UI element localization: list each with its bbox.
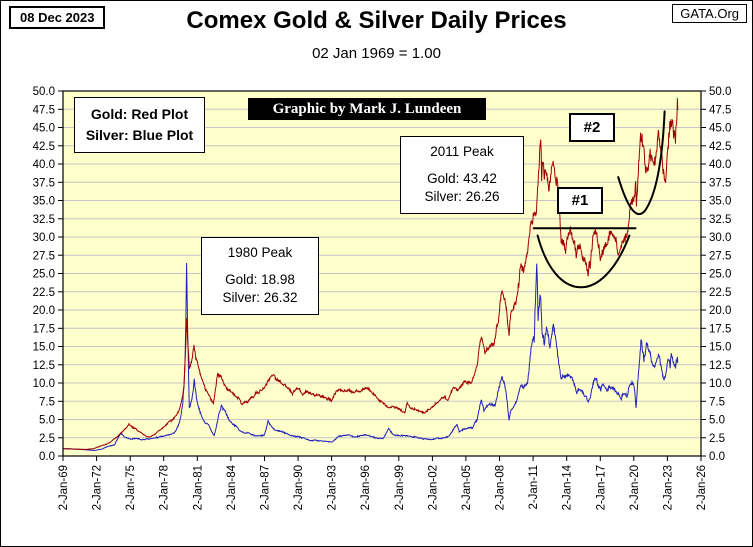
annotation-1980-gold: Gold: 18.98: [225, 272, 295, 288]
svg-text:15.0: 15.0: [33, 342, 55, 354]
svg-text:2-Jan-26: 2-Jan-26: [696, 465, 708, 510]
annotation-1980-peak: 1980 Peak Gold: 18.98 Silver: 26.32: [201, 237, 319, 315]
svg-text:2-Jan-05: 2-Jan-05: [461, 465, 473, 510]
page-subtitle: 02 Jan 1969 = 1.00: [312, 45, 441, 62]
svg-text:40.0: 40.0: [709, 159, 731, 171]
annotation-stage-1-label: #1: [557, 187, 603, 214]
svg-text:2-Jan-23: 2-Jan-23: [662, 465, 674, 510]
svg-text:50.0: 50.0: [33, 86, 55, 98]
annotation-stage-2-label: #2: [569, 113, 615, 142]
gridlines: [63, 108, 701, 439]
svg-text:25.0: 25.0: [709, 269, 731, 281]
svg-text:47.5: 47.5: [33, 104, 55, 116]
svg-text:2-Jan-69: 2-Jan-69: [58, 465, 70, 510]
svg-text:2-Jan-78: 2-Jan-78: [159, 465, 171, 510]
svg-text:5.0: 5.0: [709, 415, 725, 427]
series-gold: [63, 98, 679, 451]
svg-text:2.5: 2.5: [709, 433, 725, 445]
svg-text:30.0: 30.0: [33, 232, 55, 244]
svg-text:2-Jan-81: 2-Jan-81: [192, 465, 204, 510]
axis-ticks: [58, 90, 706, 461]
svg-text:37.5: 37.5: [709, 177, 731, 189]
annotation-1980-title: 1980 Peak: [227, 245, 293, 260]
svg-text:2-Jan-75: 2-Jan-75: [125, 465, 137, 510]
credit-banner: Graphic by Mark J. Lundeen: [248, 98, 486, 120]
annotation-2011-title: 2011 Peak: [430, 144, 494, 159]
svg-text:7.5: 7.5: [709, 396, 725, 408]
svg-text:50.0: 50.0: [709, 86, 731, 98]
svg-text:2-Jan-96: 2-Jan-96: [360, 465, 372, 510]
svg-text:22.5: 22.5: [33, 287, 55, 299]
svg-text:20.0: 20.0: [709, 305, 731, 317]
annotation-shape-cup-2: [617, 110, 666, 216]
svg-text:12.5: 12.5: [709, 360, 731, 372]
annotation-2011-gold: Gold: 43.42: [427, 171, 497, 187]
svg-text:35.0: 35.0: [709, 196, 731, 208]
svg-text:35.0: 35.0: [33, 196, 55, 208]
svg-text:10.0: 10.0: [33, 378, 55, 390]
legend: Gold: Red Plot Silver: Blue Plot: [74, 97, 205, 153]
annotation-shapes: [532, 110, 666, 289]
svg-text:20.0: 20.0: [33, 305, 55, 317]
svg-text:42.5: 42.5: [709, 141, 731, 153]
svg-text:2-Jan-90: 2-Jan-90: [293, 465, 305, 510]
svg-text:10.0: 10.0: [709, 378, 731, 390]
svg-text:47.5: 47.5: [709, 104, 731, 116]
svg-text:27.5: 27.5: [709, 250, 731, 262]
svg-text:2.5: 2.5: [39, 433, 55, 445]
svg-text:2-Jan-84: 2-Jan-84: [226, 464, 238, 510]
svg-text:2-Jan-20: 2-Jan-20: [629, 465, 641, 510]
y-axis-labels: 0.0 0.0 2.5 2.5 5.0 5.0 7.5 7.5 10.0 10.0 12.5 12.5…: [33, 86, 732, 463]
svg-text:45.0: 45.0: [709, 123, 731, 135]
svg-text:2-Jan-11: 2-Jan-11: [528, 465, 540, 510]
svg-text:42.5: 42.5: [33, 141, 55, 153]
svg-text:0.0: 0.0: [39, 451, 55, 463]
svg-text:17.5: 17.5: [709, 323, 731, 335]
legend-silver-label: Silver: Blue Plot: [85, 127, 194, 143]
svg-text:2-Jan-17: 2-Jan-17: [595, 465, 607, 510]
svg-text:25.0: 25.0: [33, 269, 55, 281]
svg-text:2-Jan-02: 2-Jan-02: [427, 465, 439, 510]
annotation-shape-cup-1: [536, 234, 631, 289]
svg-text:12.5: 12.5: [33, 360, 55, 372]
svg-text:2-Jan-14: 2-Jan-14: [562, 464, 574, 510]
annotation-1980-silver: Silver: 26.32: [222, 290, 298, 306]
svg-text:7.5: 7.5: [39, 396, 55, 408]
svg-text:15.0: 15.0: [709, 342, 731, 354]
svg-text:22.5: 22.5: [709, 287, 731, 299]
x-axis-labels: 2-Jan-69 2-Jan-72 2-Jan-75 2-Jan-78 2-Jan-81…: [58, 464, 708, 510]
svg-text:40.0: 40.0: [33, 159, 55, 171]
annotation-2011-peak: 2011 Peak Gold: 43.42 Silver: 26.26: [400, 136, 524, 214]
svg-text:32.5: 32.5: [709, 214, 731, 226]
svg-text:5.0: 5.0: [39, 415, 55, 427]
svg-text:37.5: 37.5: [33, 177, 55, 189]
svg-text:30.0: 30.0: [709, 232, 731, 244]
date-badge: 08 Dec 2023: [9, 6, 106, 29]
svg-text:2-Jan-93: 2-Jan-93: [327, 465, 339, 510]
svg-text:2-Jan-08: 2-Jan-08: [495, 465, 507, 510]
svg-text:17.5: 17.5: [33, 323, 55, 335]
series-silver: [63, 262, 679, 451]
svg-text:0.0: 0.0: [709, 451, 725, 463]
page-title: Comex Gold & Silver Daily Prices: [186, 7, 567, 34]
svg-text:2-Jan-87: 2-Jan-87: [260, 465, 272, 510]
svg-text:27.5: 27.5: [33, 250, 55, 262]
svg-text:2-Jan-99: 2-Jan-99: [394, 465, 406, 510]
annotation-2011-silver: Silver: 26.26: [424, 189, 500, 205]
org-badge: GATA.Org: [672, 4, 747, 23]
svg-text:2-Jan-72: 2-Jan-72: [92, 465, 104, 510]
svg-text:45.0: 45.0: [33, 123, 55, 135]
legend-gold-label: Gold: Red Plot: [90, 106, 189, 122]
svg-text:32.5: 32.5: [33, 214, 55, 226]
